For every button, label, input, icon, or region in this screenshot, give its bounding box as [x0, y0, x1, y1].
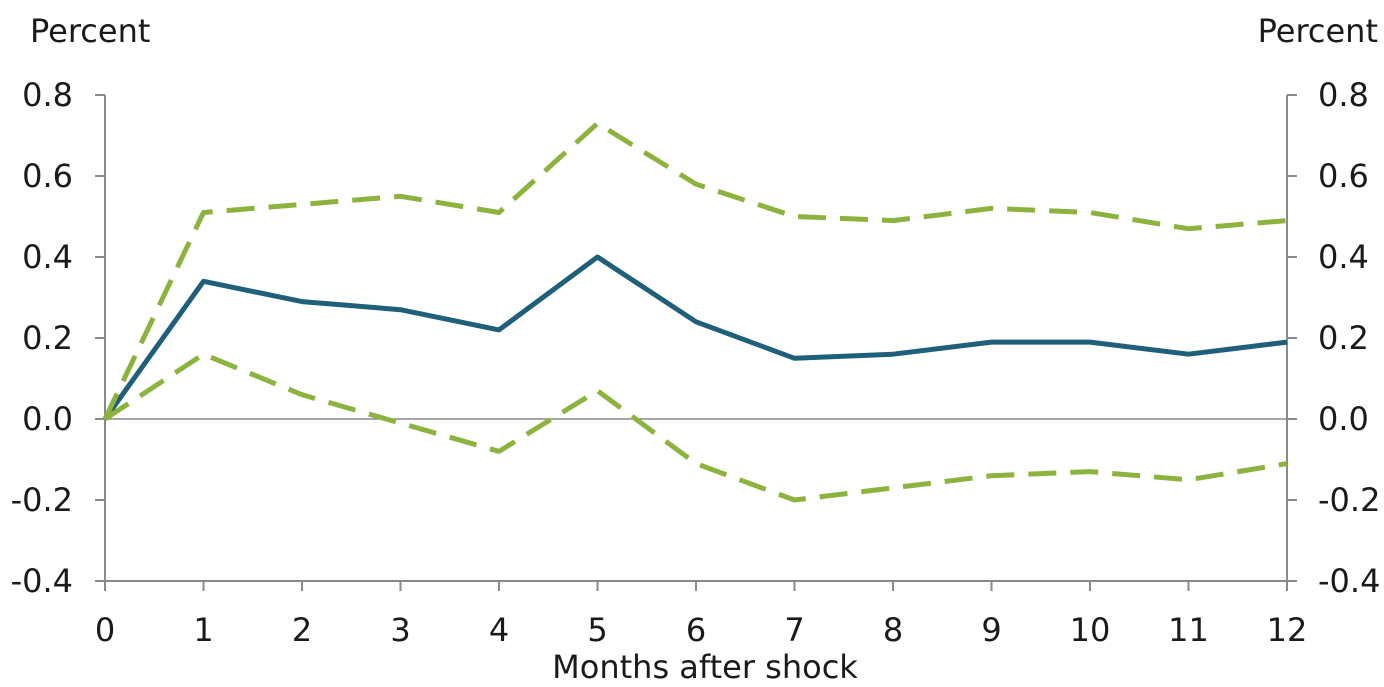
- y-tick-label-left: 0.8: [22, 76, 73, 114]
- x-tick-label: 6: [686, 611, 706, 649]
- y-tick-label-left: -0.4: [11, 562, 73, 600]
- series-line-point-estimate: [102, 254, 1288, 421]
- y-tick-label-right: -0.2: [1318, 481, 1380, 519]
- y-tick-label-right: 0.0: [1318, 400, 1369, 438]
- y-axis-left-unit-label: Percent: [30, 12, 151, 50]
- y-tick-label-left: 0.6: [22, 157, 73, 195]
- x-tick-label: 8: [883, 611, 903, 649]
- y-tick-label-left: -0.2: [11, 481, 73, 519]
- x-tick-label: 3: [390, 611, 410, 649]
- y-tick-label-right: -0.4: [1318, 562, 1380, 600]
- y-tick-label-left: 0.2: [22, 319, 73, 357]
- x-tick-label: 5: [587, 611, 607, 649]
- x-tick-label: 10: [1070, 611, 1111, 649]
- x-tick-label: 9: [981, 611, 1001, 649]
- series-line-confidence-band-1: [102, 120, 1288, 421]
- y-tick-label-right: 0.8: [1318, 76, 1369, 114]
- x-tick-label: 11: [1168, 611, 1209, 649]
- y-tick-label-right: 0.4: [1318, 238, 1369, 276]
- x-tick-label: 4: [489, 611, 509, 649]
- x-tick-label: 1: [193, 611, 213, 649]
- x-tick-label: 12: [1267, 611, 1308, 649]
- chart-axes: 0.8 0.8 0.6 0.6 0.4 0.4 0.2 0.2 0.0 0.0 -0.2 -0.2 -0…: [11, 76, 1381, 649]
- y-tick-label-left: 0.0: [22, 400, 73, 438]
- y-tick-label-left: 0.4: [22, 238, 73, 276]
- y-axis-right-unit-label: Percent: [1257, 12, 1378, 50]
- series-line-confidence-band-2: [103, 351, 1288, 503]
- x-tick-label: 7: [784, 611, 804, 649]
- x-axis-title: Months after shock: [552, 648, 858, 686]
- chart-series-layer: [102, 120, 1288, 503]
- y-tick-label-right: 0.2: [1318, 319, 1369, 357]
- x-tick-label: 0: [95, 611, 115, 649]
- y-tick-label-right: 0.6: [1318, 157, 1369, 195]
- x-tick-label: 2: [292, 611, 312, 649]
